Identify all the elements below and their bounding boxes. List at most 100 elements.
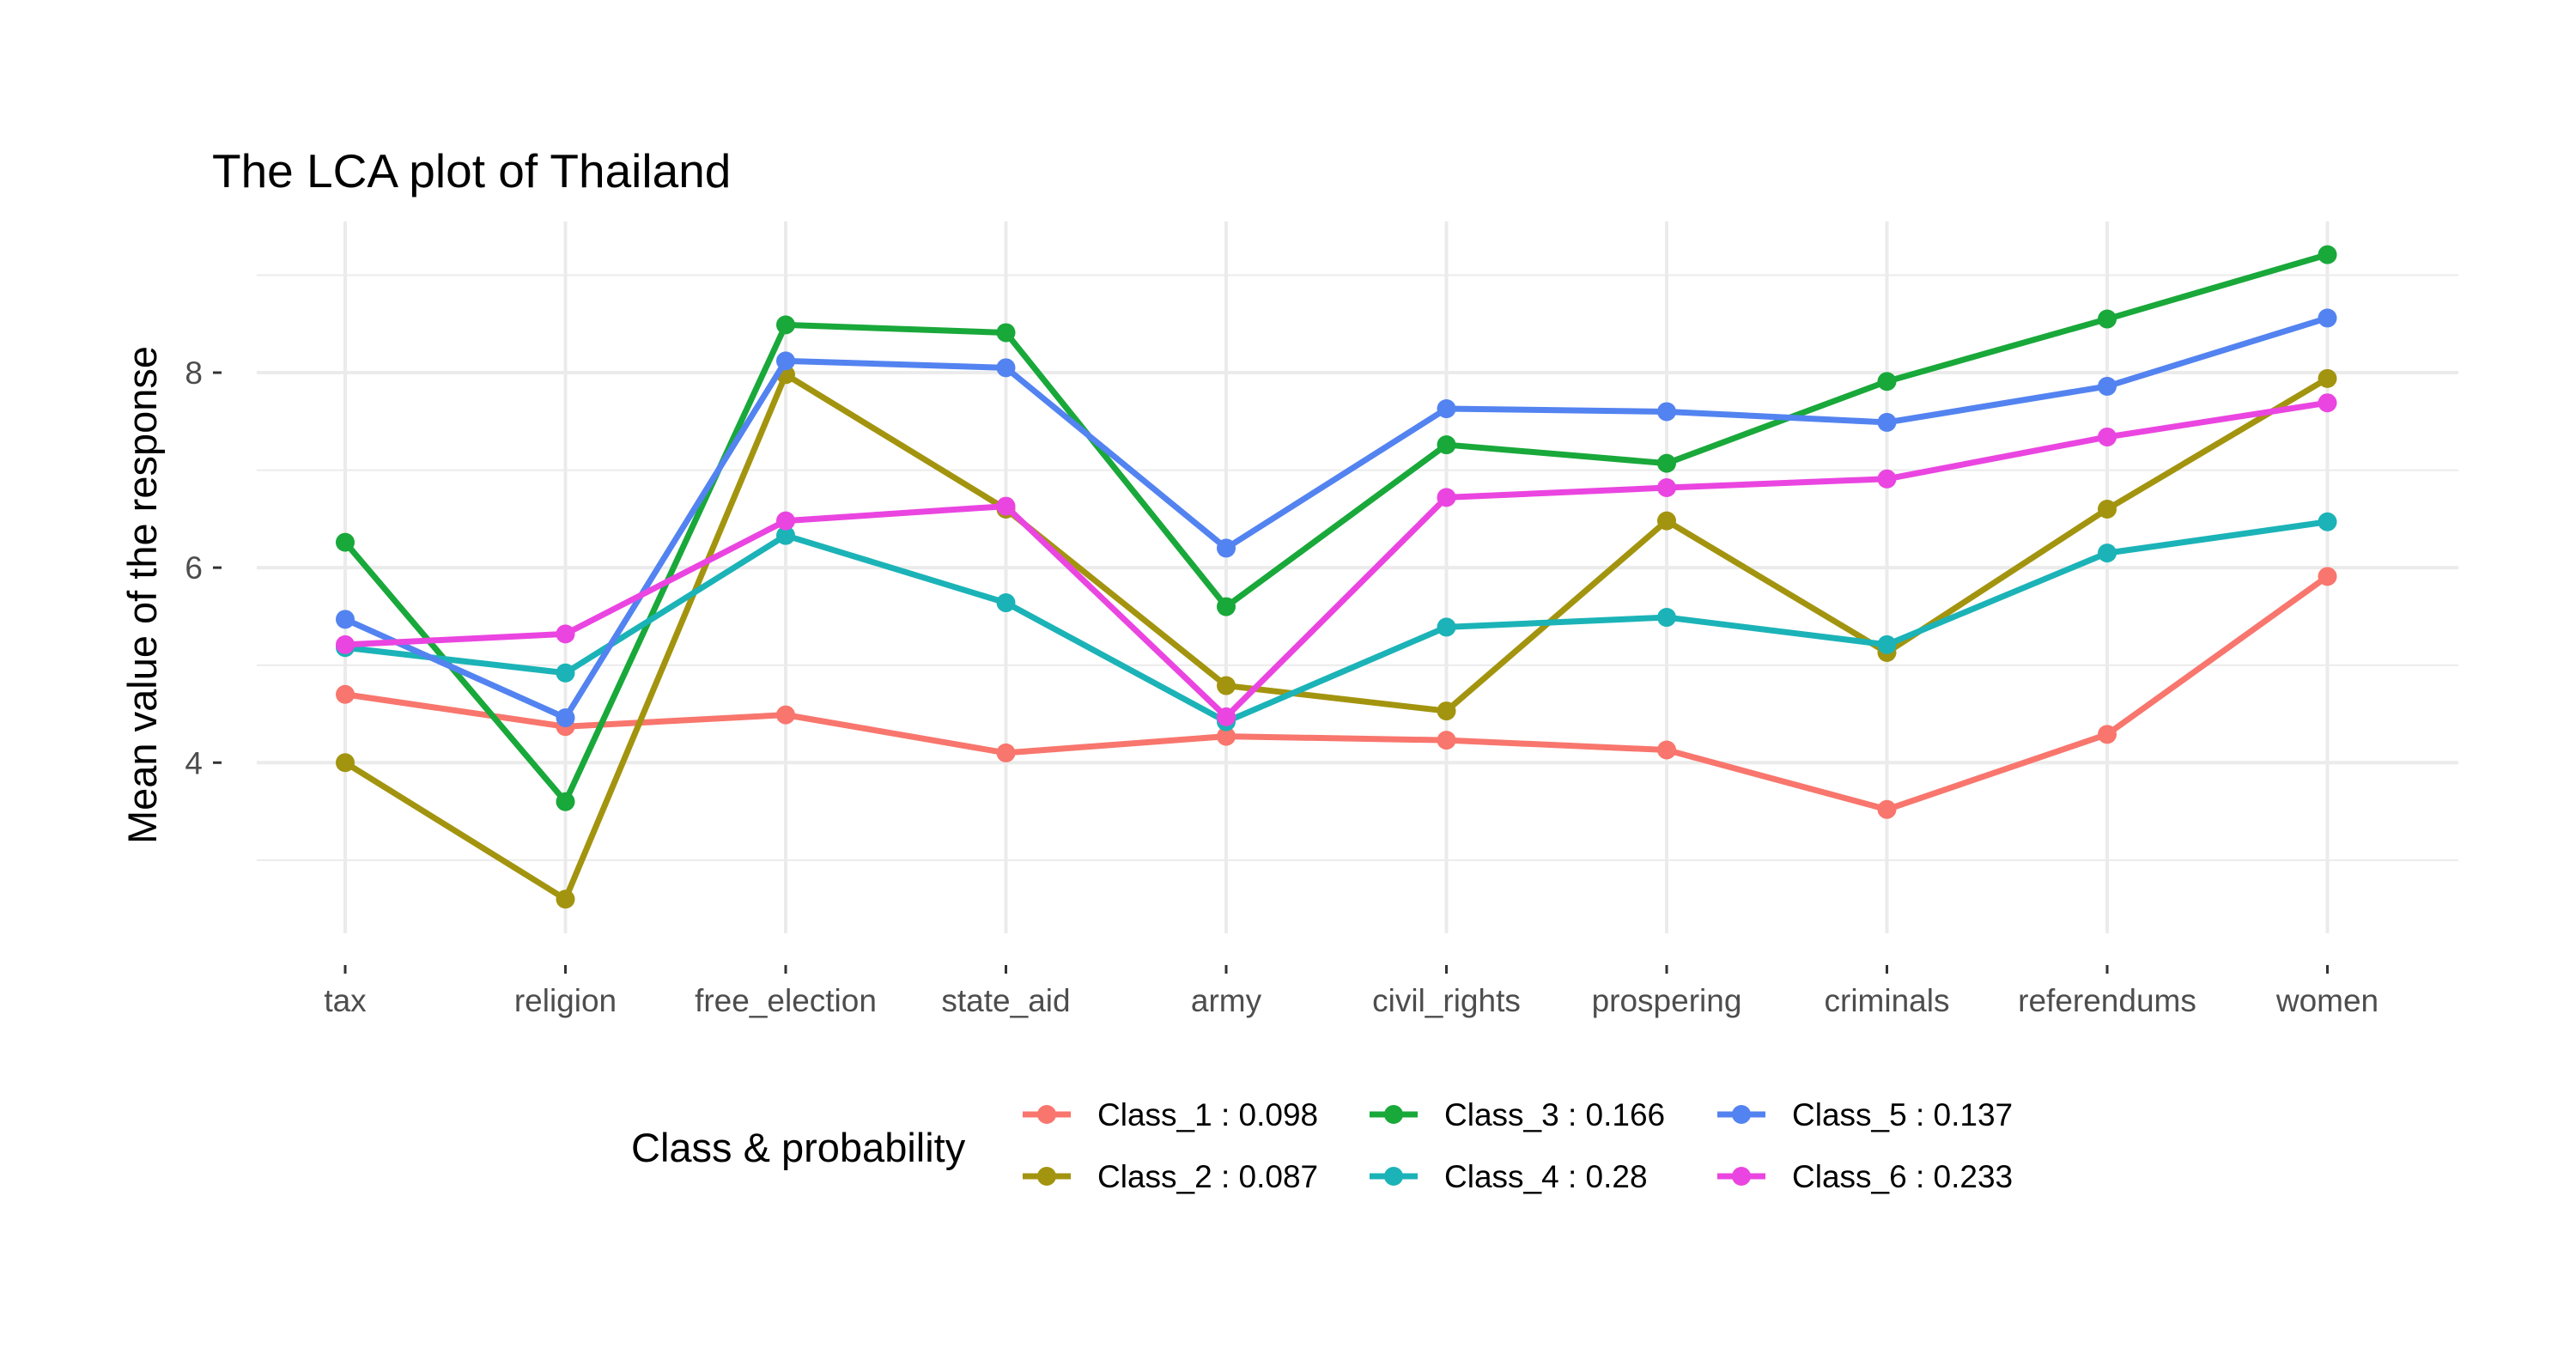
- series-line: [342, 519, 2330, 725]
- data-point: [2318, 245, 2337, 264]
- x-tick-label: free_election: [695, 983, 877, 1018]
- legend-item: Class_2 : 0.087: [1023, 1159, 1318, 1194]
- x-axis: tax religion free_election state_aid army civ…: [324, 965, 2379, 1018]
- legend-item: Class_5 : 0.137: [1717, 1097, 2013, 1132]
- legend-label: Class_6 : 0.233: [1792, 1159, 2013, 1194]
- data-point: [776, 315, 795, 335]
- data-point: [2098, 543, 2117, 563]
- data-point: [776, 705, 795, 725]
- data-point: [2318, 567, 2337, 586]
- data-point: [2318, 393, 2337, 413]
- data-point: [776, 511, 795, 531]
- data-point: [336, 610, 355, 629]
- series-layer: [336, 245, 2337, 909]
- series-3: [336, 245, 2337, 811]
- data-point: [996, 593, 1016, 613]
- data-point: [336, 532, 355, 552]
- data-point: [1877, 372, 1897, 392]
- legend-label: Class_5 : 0.137: [1792, 1097, 2013, 1132]
- data-point: [1217, 707, 1236, 726]
- data-point: [1657, 453, 1676, 473]
- x-tick-label: women: [2275, 983, 2379, 1018]
- x-tick-label: criminals: [1825, 983, 1950, 1018]
- y-tick-label: 8: [185, 355, 203, 391]
- data-point: [1437, 701, 1456, 721]
- data-point: [2098, 309, 2117, 329]
- data-point: [1217, 726, 1236, 746]
- series-line: [342, 252, 2330, 805]
- data-point: [556, 663, 575, 683]
- data-point: [776, 525, 795, 545]
- data-point: [1437, 399, 1456, 419]
- y-tick-label: 4: [185, 745, 203, 780]
- data-point: [2318, 512, 2337, 531]
- series-line: [342, 371, 2330, 902]
- data-point: [336, 634, 355, 654]
- legend-key-point: [1384, 1105, 1403, 1124]
- data-point: [1217, 676, 1236, 695]
- y-tick-label: 6: [185, 550, 203, 586]
- data-point: [1657, 478, 1676, 498]
- data-point: [996, 743, 1016, 762]
- data-point: [336, 684, 355, 704]
- legend-label: Class_3 : 0.166: [1444, 1097, 1665, 1132]
- legend-item: Class_6 : 0.233: [1717, 1159, 2013, 1194]
- data-point: [1437, 488, 1456, 507]
- data-point: [2318, 368, 2337, 388]
- y-axis-title: Mean value of the response: [119, 346, 165, 844]
- data-point: [1437, 617, 1456, 637]
- legend-item: Class_4 : 0.28: [1370, 1159, 1648, 1194]
- data-point: [2098, 725, 2117, 744]
- data-point: [1877, 469, 1897, 489]
- data-point: [556, 792, 575, 811]
- legend-key-point: [1037, 1105, 1056, 1124]
- data-point: [2098, 376, 2117, 396]
- data-point: [1437, 435, 1456, 455]
- series-line: [342, 573, 2330, 813]
- data-point: [336, 753, 355, 773]
- data-point: [556, 889, 575, 909]
- x-tick-label: tax: [324, 983, 367, 1018]
- data-point: [1877, 799, 1897, 819]
- legend-key-point: [1037, 1167, 1056, 1186]
- data-point: [996, 496, 1016, 516]
- legend-key-point: [1732, 1167, 1751, 1186]
- data-point: [1877, 634, 1897, 654]
- data-point: [1657, 402, 1676, 422]
- legend-item: Class_3 : 0.166: [1370, 1097, 1665, 1132]
- data-point: [1657, 511, 1676, 531]
- data-point: [1217, 538, 1236, 558]
- x-tick-label: army: [1191, 983, 1262, 1018]
- legend-key-point: [1384, 1167, 1403, 1186]
- series-line: [342, 314, 2330, 721]
- data-point: [2098, 427, 2117, 446]
- data-point: [1217, 597, 1236, 616]
- legend-label: Class_2 : 0.087: [1097, 1159, 1318, 1194]
- data-point: [556, 708, 575, 728]
- series-6: [336, 393, 2337, 726]
- data-point: [2318, 308, 2337, 328]
- data-point: [1657, 608, 1676, 628]
- x-tick-label: civil_rights: [1372, 983, 1521, 1018]
- data-point: [996, 323, 1016, 343]
- legend-label: Class_1 : 0.098: [1097, 1097, 1318, 1132]
- y-axis: 4 6 8: [185, 355, 222, 780]
- data-point: [2098, 500, 2117, 519]
- series-line: [342, 399, 2330, 720]
- data-point: [1657, 740, 1676, 760]
- legend: Class & probability Class_1 : 0.098 Class…: [631, 1097, 2013, 1194]
- legend-key-point: [1732, 1105, 1751, 1124]
- series-5: [336, 308, 2337, 728]
- chart-title: The LCA plot of Thailand: [212, 144, 731, 197]
- legend-item: Class_1 : 0.098: [1023, 1097, 1318, 1132]
- data-point: [1437, 731, 1456, 750]
- legend-label: Class_4 : 0.28: [1444, 1159, 1648, 1194]
- data-point: [556, 624, 575, 644]
- x-tick-label: prospering: [1592, 983, 1742, 1018]
- x-tick-label: referendums: [2018, 983, 2196, 1018]
- legend-title: Class & probability: [631, 1125, 966, 1170]
- data-point: [996, 358, 1016, 378]
- x-tick-label: religion: [514, 983, 617, 1018]
